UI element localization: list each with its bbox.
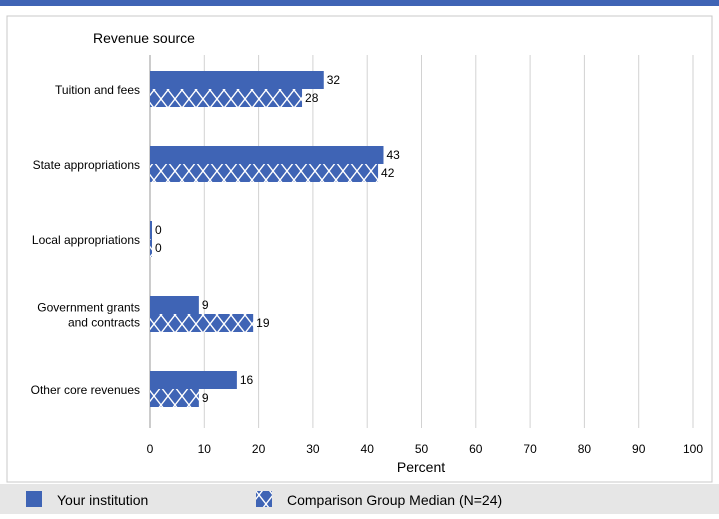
bar-your-institution: [150, 371, 237, 389]
x-tick-label: 30: [306, 442, 320, 456]
category-label: Other core revenues: [31, 383, 140, 397]
legend-label: Comparison Group Median (N=24): [287, 492, 502, 508]
x-axis-label: Percent: [397, 459, 445, 475]
top-accent-bar: [0, 0, 719, 6]
legend-label: Your institution: [57, 492, 148, 508]
legend-band: [0, 484, 719, 514]
bar-comparison-median: [150, 314, 254, 332]
bar-your-institution: [150, 296, 199, 314]
bar-value-label: 9: [202, 391, 209, 405]
x-tick-label: 0: [147, 442, 154, 456]
bar-comparison-median: [150, 164, 379, 182]
x-tick-label: 20: [252, 442, 266, 456]
category-label: Local appropriations: [32, 233, 140, 247]
bar-your-institution: [150, 146, 384, 164]
bar-value-label: 43: [386, 148, 400, 162]
bar-comparison-median: [150, 239, 152, 257]
bar-your-institution: [150, 221, 152, 239]
legend-swatch-your-institution: [26, 491, 42, 507]
bar-your-institution: [150, 71, 324, 89]
x-tick-label: 60: [469, 442, 483, 456]
x-tick-label: 100: [683, 442, 703, 456]
x-tick-label: 70: [523, 442, 537, 456]
x-tick-label: 10: [198, 442, 212, 456]
bar-value-label: 42: [381, 166, 395, 180]
bar-value-label: 0: [155, 223, 162, 237]
category-label: and contracts: [68, 316, 140, 330]
plot-frame: [6, 15, 713, 483]
x-tick-label: 50: [415, 442, 429, 456]
bar-comparison-median: [150, 89, 303, 107]
bar-value-label: 19: [256, 316, 270, 330]
category-label: Government grants: [37, 301, 140, 315]
bar-comparison-median: [150, 389, 199, 407]
category-label: State appropriations: [33, 158, 140, 172]
category-label: Tuition and fees: [55, 83, 140, 97]
legend-swatch-comparison: [256, 491, 272, 507]
x-tick-label: 40: [361, 442, 375, 456]
bar-value-label: 16: [240, 373, 254, 387]
bar-value-label: 28: [305, 91, 319, 105]
bar-value-label: 9: [202, 298, 209, 312]
x-tick-label: 80: [578, 442, 592, 456]
x-tick-label: 90: [632, 442, 646, 456]
bar-value-label: 32: [327, 73, 341, 87]
bar-value-label: 0: [155, 241, 162, 255]
chart-title: Revenue source: [93, 30, 195, 46]
